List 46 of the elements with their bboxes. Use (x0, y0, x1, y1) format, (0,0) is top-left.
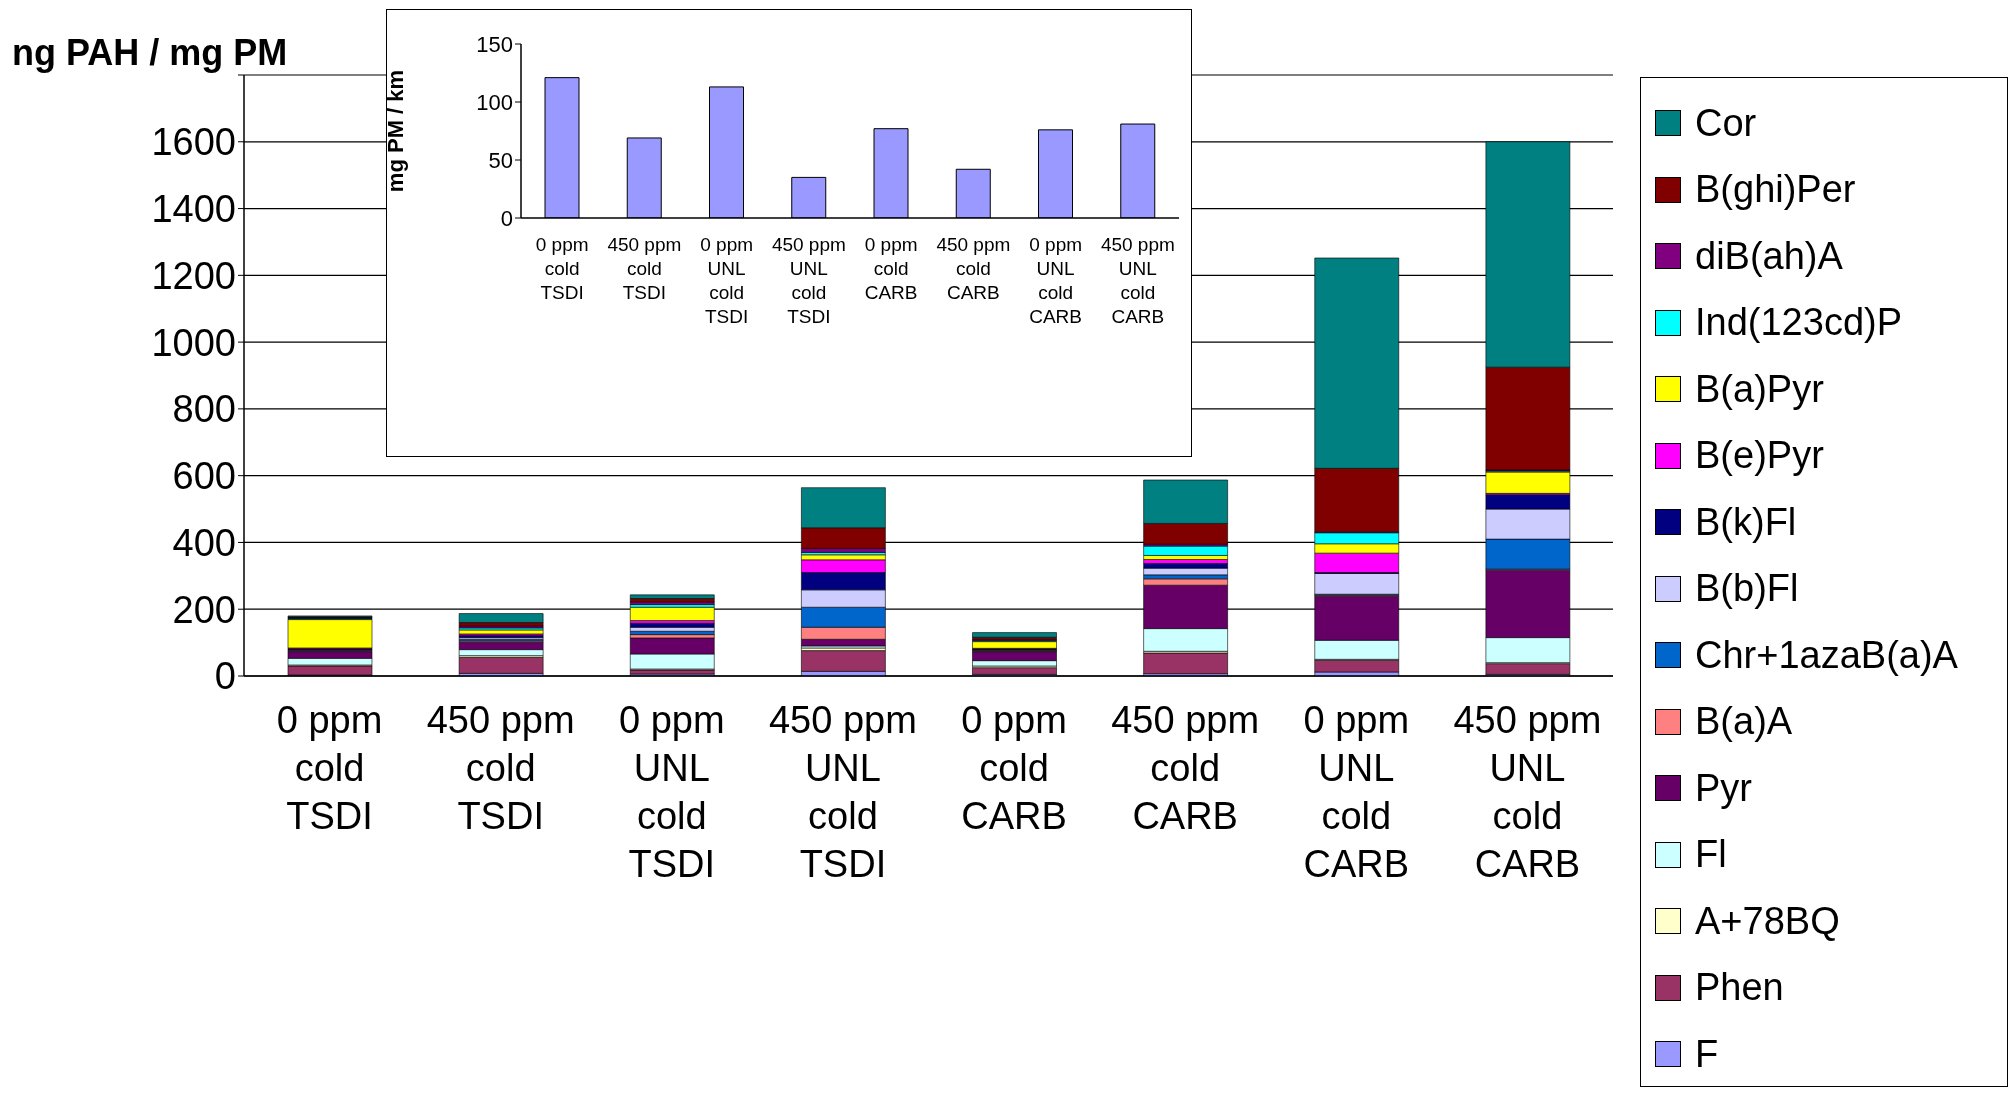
y-tick-label: 1600 (151, 121, 236, 164)
y-tick-label: 400 (172, 521, 236, 564)
x-tick-label: 0 ppm UNL cold TSDI (700, 233, 754, 327)
y-tick-label: 0 (500, 205, 513, 231)
legend-label: diB(ah)A (1695, 234, 1843, 278)
x-tick-label: 0 ppm UNL cold CARB (1303, 699, 1410, 886)
x-tick-label: 0 ppm cold CARB (864, 233, 918, 303)
legend-label: B(ghi)Per (1695, 168, 1856, 212)
x-tick-label: 450 ppm UNL cold TSDI (771, 233, 846, 327)
x-tick-label: 450 ppm UNL cold TSDI (768, 699, 917, 886)
x-tick-label: 450 ppm cold CARB (936, 233, 1011, 303)
x-tick-label: 450 ppm cold TSDI (607, 233, 682, 303)
legend-label: Ind(123cd)P (1695, 301, 1903, 345)
legend-label: F (1695, 1032, 1719, 1076)
legend-label: Chr+1azaB(a)A (1695, 633, 1958, 677)
y-tick-label: 1200 (151, 254, 236, 297)
legend-label: Fl (1695, 833, 1727, 877)
x-tick-label: 0 ppm UNL cold CARB (1029, 233, 1083, 327)
legend-label: B(a)Pyr (1695, 367, 1824, 411)
legend-label: A+78BQ (1695, 899, 1840, 943)
y-tick-label: 100 (476, 89, 513, 115)
y-tick-label: 800 (172, 388, 236, 431)
x-tick-label: 450 ppm UNL cold CARB (1453, 699, 1602, 886)
x-tick-label: 450 ppm cold CARB (1111, 699, 1260, 838)
y-axis-title: mg PM / km (382, 69, 408, 193)
legend-label: B(a)A (1695, 700, 1793, 744)
y-tick-label: 1000 (151, 321, 236, 364)
y-tick-label: 50 (488, 147, 513, 173)
x-tick-label: 0 ppm cold CARB (961, 699, 1067, 838)
y-tick-label: 0 (214, 655, 236, 698)
x-tick-label: 0 ppm cold TSDI (276, 699, 383, 838)
x-tick-label: 450 ppm UNL cold CARB (1100, 233, 1175, 327)
y-axis-title: ng PAH / mg PM (12, 32, 288, 74)
x-tick-label: 450 ppm cold TSDI (426, 699, 575, 838)
y-tick-label: 150 (476, 31, 513, 57)
legend-label: Cor (1695, 101, 1757, 145)
x-tick-label: 0 ppm UNL cold TSDI (619, 699, 725, 886)
legend-label: B(b)Fl (1695, 567, 1799, 611)
x-tick-label: 0 ppm cold TSDI (535, 233, 589, 303)
legend-label: B(k)Fl (1695, 500, 1797, 544)
y-tick-label: 600 (172, 455, 236, 498)
legend-label: Phen (1695, 966, 1784, 1010)
legend-label: Pyr (1695, 766, 1752, 810)
legend-label: B(e)Pyr (1695, 434, 1824, 478)
y-tick-label: 1400 (151, 188, 236, 231)
y-tick-label: 200 (172, 588, 236, 631)
